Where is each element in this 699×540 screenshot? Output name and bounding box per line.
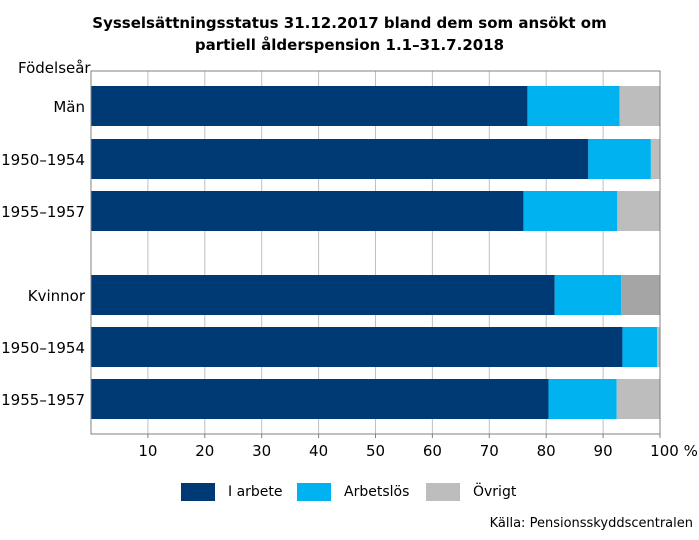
source-note: Källa: Pensionsskyddscentralen bbox=[489, 516, 693, 531]
y-category-label: 1955–1957 bbox=[1, 391, 85, 409]
y-category-labels: Män 1950–1954 1955–1957 Kvinnor 1950–1954 195… bbox=[1, 98, 86, 409]
bar-segment bbox=[650, 139, 660, 179]
bar-segment bbox=[622, 327, 658, 367]
gridlines bbox=[147, 71, 661, 438]
y-category-label: 1950–1954 bbox=[1, 339, 85, 357]
bar-segment bbox=[588, 139, 651, 179]
chart-title-line-2: partiell ålderspension 1.1–31.7.2018 bbox=[194, 36, 505, 54]
legend-label-ovrigt: Övrigt bbox=[473, 484, 517, 500]
chart-title: Sysselsättningsstatus 31.12.2017 bland d… bbox=[0, 12, 699, 56]
plot-border bbox=[90, 70, 661, 435]
legend-swatch-arbetslos bbox=[297, 483, 331, 501]
legend-item-ovrigt: Övrigt bbox=[426, 481, 516, 503]
x-tick-label: 70 bbox=[480, 442, 499, 460]
y-category-label: Män bbox=[53, 98, 85, 116]
y-category-label: Kvinnor bbox=[28, 287, 86, 305]
bar-segment bbox=[617, 191, 660, 231]
bar-segment bbox=[619, 86, 660, 126]
x-tick-label: 80 bbox=[537, 442, 556, 460]
x-tick-labels: 10 20 30 40 50 60 70 80 90 100 % bbox=[138, 442, 697, 460]
legend-item-i-arbete: I arbete bbox=[181, 481, 283, 503]
bar-segment bbox=[91, 86, 528, 126]
legend: I arbete Arbetslös Övrigt bbox=[0, 481, 699, 505]
plot-frame bbox=[90, 70, 661, 435]
x-tick-label: 50 bbox=[366, 442, 385, 460]
x-tick-label: 90 bbox=[594, 442, 613, 460]
y-axis-title: Födelseår bbox=[18, 59, 91, 77]
bar-segment bbox=[527, 86, 620, 126]
bar-segment bbox=[91, 379, 549, 419]
legend-swatch-i-arbete bbox=[181, 483, 215, 501]
bar-segment bbox=[621, 275, 660, 315]
bar-segment bbox=[91, 275, 555, 315]
bars bbox=[91, 86, 660, 419]
chart-title-line-1: Sysselsättningsstatus 31.12.2017 bland d… bbox=[92, 14, 607, 32]
legend-swatch-ovrigt bbox=[426, 483, 460, 501]
x-tick-label: 100 % bbox=[650, 442, 698, 460]
x-tick-label: 10 bbox=[138, 442, 157, 460]
bar-segment bbox=[616, 379, 660, 419]
bar-segment bbox=[554, 275, 622, 315]
x-tick-label: 40 bbox=[309, 442, 328, 460]
x-tick-label: 20 bbox=[195, 442, 214, 460]
bar-segment bbox=[91, 327, 623, 367]
bar-segment bbox=[91, 139, 589, 179]
y-category-label: 1950–1954 bbox=[1, 151, 85, 169]
legend-label-i-arbete: I arbete bbox=[228, 484, 283, 500]
legend-label-arbetslos: Arbetslös bbox=[344, 484, 410, 500]
bar-segment bbox=[657, 327, 660, 367]
bar-segment bbox=[548, 379, 617, 419]
x-tick-label: 60 bbox=[423, 442, 442, 460]
y-category-label: 1955–1957 bbox=[1, 203, 85, 221]
legend-item-arbetslos: Arbetslös bbox=[297, 481, 409, 503]
bar-segment bbox=[523, 191, 618, 231]
bar-segment bbox=[91, 191, 524, 231]
x-tick-label: 30 bbox=[252, 442, 271, 460]
